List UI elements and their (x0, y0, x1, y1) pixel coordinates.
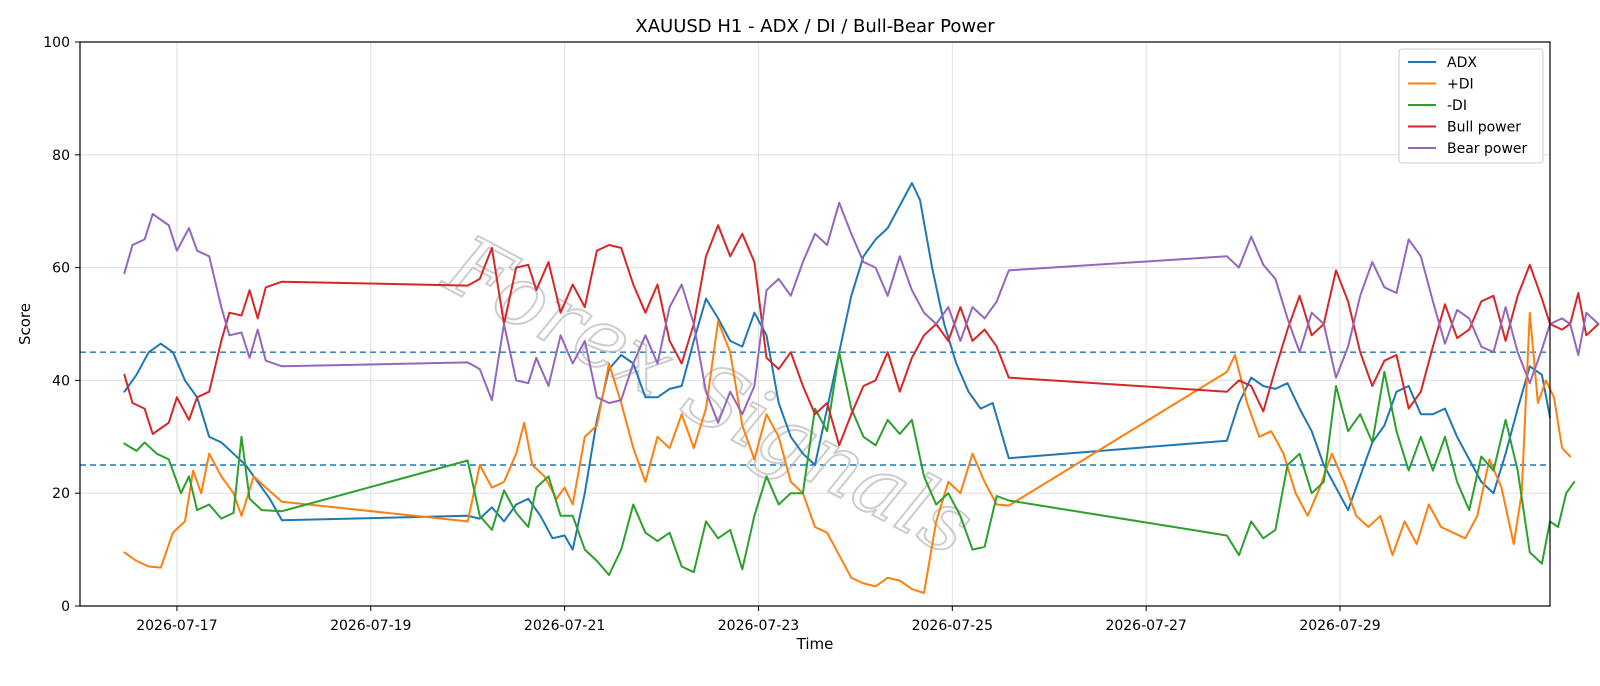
chart-title: XAUUSD H1 - ADX / DI / Bull-Bear Power (635, 16, 995, 37)
series-layer (123, 182, 1600, 594)
series-line-bear-power (123, 201, 1600, 424)
y-tick-label: 100 (43, 35, 70, 51)
x-tick-label: 2026-07-17 (136, 618, 217, 634)
y-axis-ticks: 0 20 40 60 80 100 (43, 35, 80, 615)
y-tick-label: 40 (52, 373, 70, 389)
legend-label: +DI (1447, 77, 1474, 93)
series-line-adx (123, 182, 1551, 551)
x-axis-ticks: 2026-07-17 2026-07-19 2026-07-21 2026-07-23… (136, 606, 1381, 634)
x-tick-label: 2026-07-25 (912, 618, 993, 634)
series-line-plus-di (123, 311, 1572, 594)
legend: ADX +DI -DI Bull power Bear power (1398, 48, 1544, 164)
y-tick-label: 60 (52, 261, 70, 277)
y-tick-label: 80 (52, 148, 70, 164)
legend-label: ADX (1447, 55, 1477, 71)
legend-label: -DI (1447, 98, 1467, 114)
legend-label: Bull power (1447, 120, 1521, 136)
x-tick-label: 2026-07-19 (330, 618, 411, 634)
x-tick-label: 2026-07-21 (524, 618, 605, 634)
legend-box (1398, 48, 1544, 164)
x-tick-label: 2026-07-27 (1105, 618, 1186, 634)
legend-items: ADX +DI -DI Bull power Bear power (1408, 55, 1528, 157)
y-tick-label: 0 (61, 599, 70, 615)
y-axis-title: Score (16, 303, 34, 345)
legend-label: Bear power (1447, 141, 1528, 157)
y-tick-label: 20 (52, 486, 70, 502)
series-line-minus-di (123, 351, 1576, 576)
x-tick-label: 2026-07-29 (1299, 618, 1380, 634)
plot-frame (79, 41, 1551, 607)
x-axis-title: Time (796, 635, 834, 653)
x-tick-label: 2026-07-23 (718, 618, 799, 634)
series-line-bull-power (123, 224, 1600, 447)
